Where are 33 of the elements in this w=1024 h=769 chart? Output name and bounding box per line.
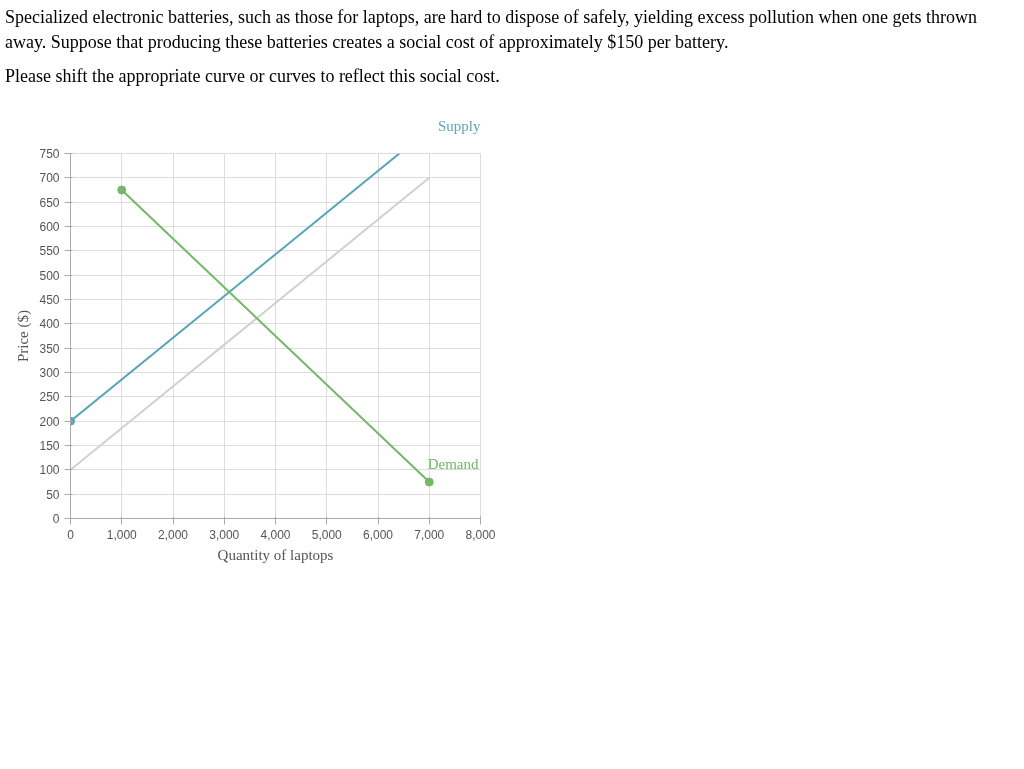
- y-tick-label: 50: [46, 487, 60, 502]
- y-tick-label: 500: [39, 268, 60, 283]
- x-tick-label: 6,000: [362, 527, 394, 542]
- y-axis-title: Price ($): [15, 310, 33, 363]
- y-tick-label: 700: [39, 171, 60, 186]
- y-tick-label: 450: [39, 293, 60, 308]
- x-tick-label: 2,000: [157, 527, 189, 542]
- x-tick-label: 7,000: [414, 527, 445, 542]
- x-tick-label: 0: [67, 527, 75, 542]
- point: [424, 477, 434, 487]
- x-tick-label: 5,000: [311, 527, 343, 542]
- x-axis-title: Quantity of laptops: [217, 546, 334, 563]
- y-tick-label: 600: [39, 220, 60, 235]
- y-tick-label: 150: [39, 439, 60, 454]
- y-tick-label: 0: [52, 512, 60, 527]
- chart-subtitle: Please shift the appropriate curve or curves to reflect this social cost.: [5, 65, 500, 89]
- y-tick-label: 750: [39, 147, 60, 162]
- point: [117, 185, 127, 195]
- x-tick-label: 1,000: [106, 527, 138, 542]
- y-tick-label: 350: [39, 341, 60, 356]
- y-tick-label: 200: [39, 414, 60, 429]
- y-tick-label: 300: [39, 366, 60, 381]
- y-tick-label: 650: [39, 195, 60, 210]
- chart-title: Specialized electronic batteries, such as those for laptops, are hard to dispose of safely, yielding excess pollution when one gets thrown away. Suppose that producing these batteries creates a social cost of approximately $150 per battery.: [5, 6, 979, 55]
- series-label: Demand: [427, 456, 479, 473]
- y-tick-label: 100: [39, 463, 60, 478]
- x-tick-label: 4,000: [260, 527, 291, 542]
- y-tick-label: 250: [39, 390, 60, 405]
- y-tick-label: 550: [39, 244, 60, 259]
- y-tick-label: 400: [39, 317, 60, 332]
- text: Supply: [437, 117, 481, 134]
- x-tick-label: 8,000: [465, 527, 496, 542]
- x-tick-label: 3,000: [209, 527, 240, 542]
